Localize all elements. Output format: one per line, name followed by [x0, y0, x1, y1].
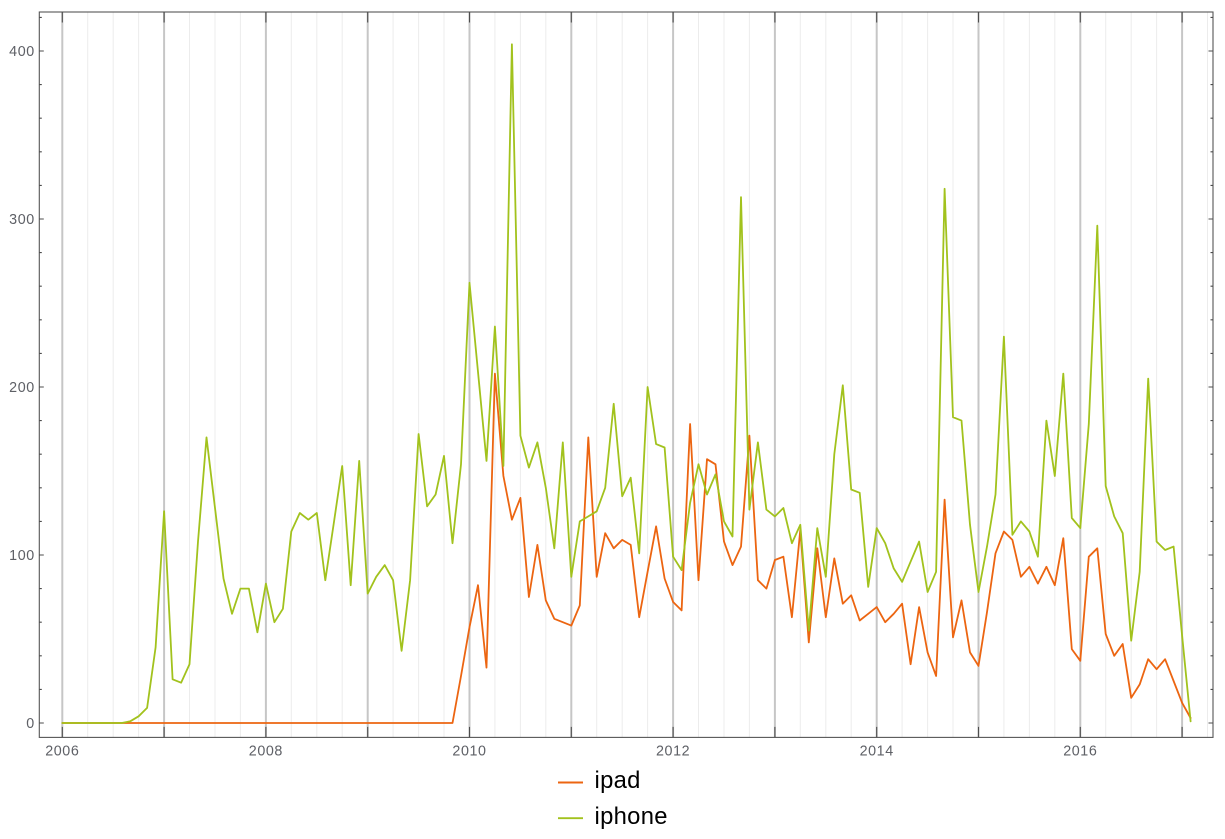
svg-text:2016: 2016	[1063, 744, 1097, 760]
svg-text:2012: 2012	[656, 744, 690, 760]
svg-text:400: 400	[9, 44, 35, 60]
svg-text:iphone: iphone	[595, 803, 668, 830]
svg-text:200: 200	[9, 380, 35, 396]
svg-text:2010: 2010	[452, 744, 486, 760]
svg-text:100: 100	[9, 548, 35, 564]
svg-text:2006: 2006	[45, 744, 79, 760]
svg-text:0: 0	[26, 716, 35, 732]
svg-text:2008: 2008	[249, 744, 283, 760]
svg-text:300: 300	[9, 212, 35, 228]
svg-text:2014: 2014	[860, 744, 894, 760]
svg-text:ipad: ipad	[595, 767, 641, 794]
